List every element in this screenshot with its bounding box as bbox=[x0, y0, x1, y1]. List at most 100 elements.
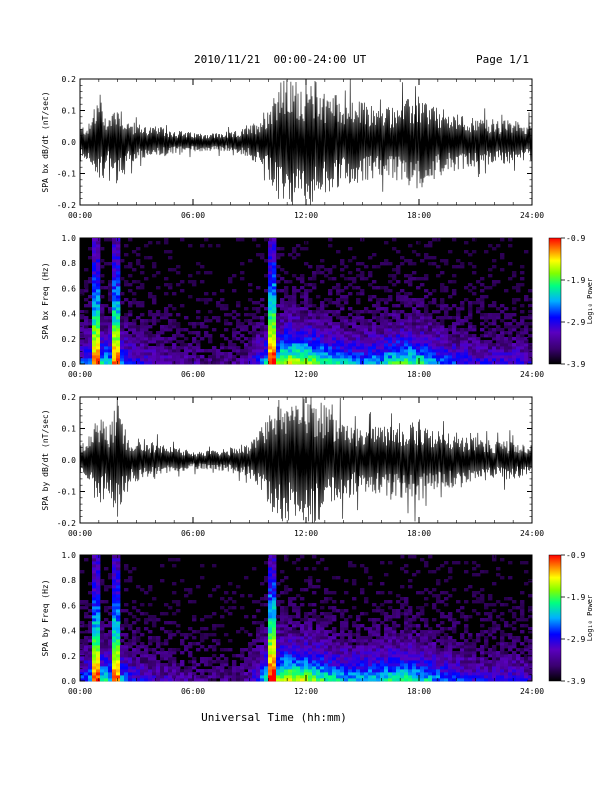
spectrogram-cell bbox=[160, 331, 165, 335]
spectrogram-cell bbox=[276, 352, 281, 356]
spectrogram-cell bbox=[444, 328, 449, 332]
spectrogram-cell bbox=[228, 361, 233, 365]
spectrogram-cell bbox=[216, 349, 221, 353]
spectrogram-cell bbox=[116, 567, 121, 571]
spectrogram-cell bbox=[512, 271, 517, 275]
spectrogram-cell bbox=[484, 642, 489, 646]
spectrogram-cell bbox=[112, 271, 117, 275]
spectrogram-cell bbox=[384, 678, 389, 682]
spectrogram-cell bbox=[140, 669, 145, 673]
spectrogram-cell bbox=[300, 654, 305, 658]
spectrogram-cell bbox=[380, 645, 385, 649]
spectrogram-cell bbox=[368, 645, 373, 649]
spectrogram-cell bbox=[340, 639, 345, 643]
spectrogram-cell bbox=[124, 355, 129, 359]
spectrogram-cell bbox=[344, 624, 349, 628]
spectrogram-cell bbox=[328, 310, 333, 314]
spectrogram-cell bbox=[348, 328, 353, 332]
spectrogram-cell bbox=[392, 322, 397, 326]
spectrogram-cell bbox=[488, 651, 493, 655]
spectrogram-cell bbox=[112, 346, 117, 350]
spectrogram-cell bbox=[456, 675, 461, 679]
spectrogram-cell bbox=[404, 358, 409, 362]
spectrogram-cell bbox=[92, 313, 97, 317]
spectrogram-cell bbox=[436, 349, 441, 353]
spectrogram-cell bbox=[428, 555, 433, 559]
spectrogram-cell bbox=[344, 343, 349, 347]
spectrogram-cell bbox=[80, 624, 85, 628]
spectrogram-cell bbox=[304, 657, 309, 661]
spectrogram-cell bbox=[112, 618, 117, 622]
spectrogram-cell bbox=[212, 660, 217, 664]
spectrogram-cell bbox=[316, 645, 321, 649]
spectrogram-cell bbox=[180, 361, 185, 365]
spectrogram-cell bbox=[396, 313, 401, 317]
spectrogram-cell bbox=[376, 627, 381, 631]
spectrogram-cell bbox=[440, 322, 445, 326]
spectrogram-cell bbox=[372, 343, 377, 347]
spectrogram-cell bbox=[104, 642, 109, 646]
spectrogram-cell bbox=[324, 298, 329, 302]
spectrogram-cell bbox=[320, 316, 325, 320]
spectrogram-cell bbox=[440, 319, 445, 323]
spectrogram-cell bbox=[224, 648, 229, 652]
spectrogram-cell bbox=[284, 286, 289, 290]
spectrogram-cell bbox=[368, 334, 373, 338]
spectrogram-cell bbox=[364, 570, 369, 574]
spectrogram-cell bbox=[136, 349, 141, 353]
spectrogram-cell bbox=[316, 579, 321, 583]
spectrogram-cell bbox=[108, 612, 113, 616]
spectrogram-cell bbox=[372, 669, 377, 673]
spectrogram-cell bbox=[292, 597, 297, 601]
spectrogram-cell bbox=[296, 642, 301, 646]
spectrogram-cell bbox=[484, 639, 489, 643]
spectrogram-cell bbox=[88, 609, 93, 613]
spectrogram-cell bbox=[508, 328, 513, 332]
spectrogram-cell bbox=[256, 331, 261, 335]
spectrogram-cell bbox=[100, 259, 105, 263]
spectrogram-cell bbox=[236, 585, 241, 589]
spectrogram-cell bbox=[484, 606, 489, 610]
spectrogram-cell bbox=[164, 669, 169, 673]
spectrogram-cell bbox=[252, 361, 257, 365]
spectrogram-cell bbox=[376, 636, 381, 640]
spectrogram-cell bbox=[352, 322, 357, 326]
spectrogram-cell bbox=[460, 334, 465, 338]
spectrogram-cell bbox=[452, 358, 457, 362]
spectrogram-cell bbox=[152, 666, 157, 670]
spectrogram-cell bbox=[256, 343, 261, 347]
spectrogram-cell bbox=[276, 621, 281, 625]
spectrogram-cell bbox=[248, 337, 253, 341]
spectrogram-cell bbox=[308, 627, 313, 631]
spectrogram-cell bbox=[156, 663, 161, 667]
spectrogram-cell bbox=[124, 588, 129, 592]
spectrogram-cell bbox=[308, 301, 313, 305]
spectrogram-cell bbox=[156, 340, 161, 344]
spectrogram-cell bbox=[216, 355, 221, 359]
spectrogram-cell bbox=[440, 564, 445, 568]
panel-by-dbdt-yticks: -0.2-0.10.00.10.2 bbox=[57, 393, 532, 528]
spectrogram-cell bbox=[256, 361, 261, 365]
spectrogram-cell bbox=[92, 609, 97, 613]
spectrogram-cell bbox=[308, 579, 313, 583]
spectrogram-cell bbox=[400, 603, 405, 607]
spectrogram-cell bbox=[308, 657, 313, 661]
spectrogram-cell bbox=[284, 651, 289, 655]
spectrogram-cell bbox=[92, 576, 97, 580]
spectrogram-cell bbox=[436, 322, 441, 326]
spectrogram-cell bbox=[296, 358, 301, 362]
spectrogram-cell bbox=[168, 286, 173, 290]
spectrogram-cell bbox=[208, 334, 213, 338]
spectrogram-cell bbox=[384, 331, 389, 335]
spectrogram-cell bbox=[304, 319, 309, 323]
spectrogram-cell bbox=[524, 352, 529, 356]
spectrogram-cell bbox=[132, 319, 137, 323]
spectrogram-cell bbox=[124, 666, 129, 670]
spectrogram-cell bbox=[288, 322, 293, 326]
spectrogram-cell bbox=[392, 313, 397, 317]
spectrogram-cell bbox=[220, 597, 225, 601]
spectrogram-cell bbox=[116, 244, 121, 248]
spectrogram-cell bbox=[316, 675, 321, 679]
spectrogram-cell bbox=[80, 570, 85, 574]
spectrogram-cell bbox=[164, 340, 169, 344]
